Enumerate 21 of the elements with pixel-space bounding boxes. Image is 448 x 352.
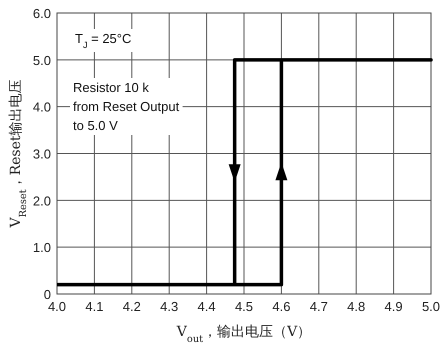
y-tick-label: 1.0 — [32, 240, 51, 256]
y-tick-label: 4.0 — [32, 100, 51, 115]
x-tick-label: 5.0 — [422, 299, 440, 314]
x-tick-label: 4.9 — [384, 299, 403, 314]
x-tick-label: 4.4 — [198, 299, 216, 314]
y-tick-label: 3.0 — [32, 146, 51, 162]
annotation: T$_{J}$ = 25°C — [75, 31, 132, 50]
x-tick-label: 4.5 — [234, 299, 254, 314]
y-tick-label: 0 — [44, 287, 51, 302]
annotation: Resistor 10 k from Reset Output to 5.0 V — [73, 80, 180, 133]
x-tick-label: 4.8 — [347, 299, 366, 314]
x-tick-label: 4.7 — [310, 299, 328, 314]
y-tick-label: 5.0 — [32, 52, 51, 68]
x-tick-label: 4.2 — [122, 299, 141, 314]
x-tick-label: 4.3 — [160, 299, 178, 314]
x-tick-label: 4.1 — [85, 299, 104, 314]
x-tick-label: 4.0 — [48, 299, 66, 314]
y-tick-label: 6.0 — [32, 6, 51, 21]
x-axis-title: V$_{out}$，输出电压（V） — [176, 324, 312, 344]
x-tick-label: 4.6 — [272, 299, 290, 314]
y-tick-label: 2.0 — [32, 193, 51, 208]
